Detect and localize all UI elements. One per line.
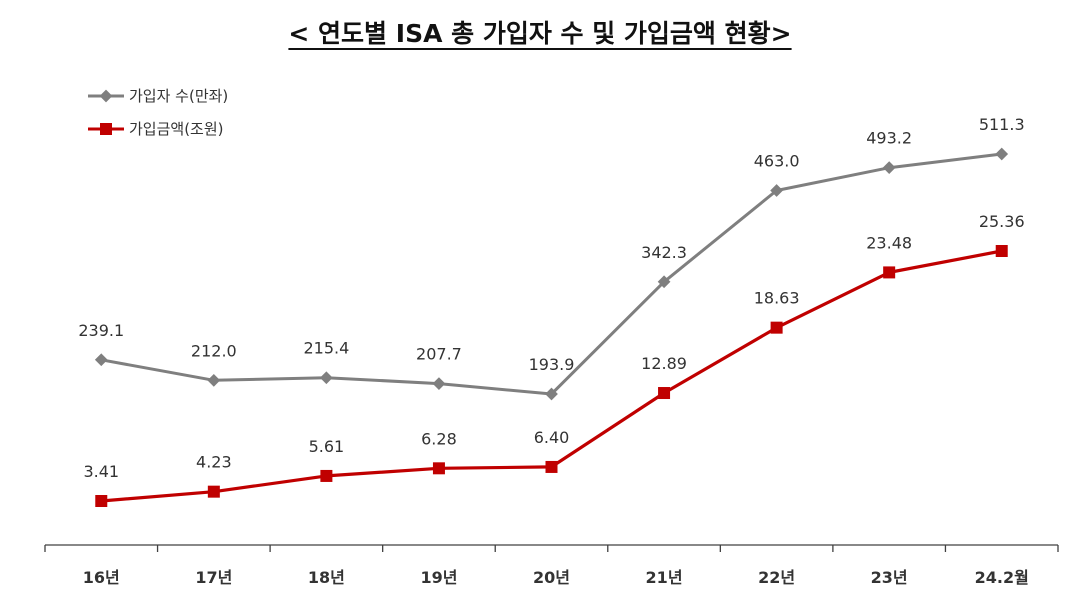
legend: 가입자 수(만좌) 가입금액(조원) — [88, 87, 228, 138]
data-point — [882, 161, 896, 175]
chart-title: < 연도별 ISA 총 가입자 수 및 가입금액 현황> — [0, 14, 1080, 50]
data-point — [320, 469, 333, 482]
x-tick-label: 19년 — [420, 568, 457, 587]
data-label: 342.3 — [641, 243, 687, 262]
data-label: 25.36 — [979, 212, 1025, 231]
legend-marker-subscribers — [99, 89, 113, 103]
x-tick-label: 21년 — [646, 568, 683, 587]
x-tick-label: 16년 — [83, 568, 120, 587]
data-point — [995, 147, 1009, 161]
data-label: 12.89 — [641, 354, 687, 373]
data-label: 18.63 — [754, 289, 800, 308]
series-subscribers: 239.1 212.0 215.4 207.7 193.9 342.3 463.0 493.2… — [78, 115, 1025, 401]
legend-item-amount: 가입금액(조원) — [88, 120, 224, 138]
x-tick-label: 18년 — [308, 568, 345, 587]
x-tick-label: 20년 — [533, 568, 570, 587]
data-label: 212.0 — [191, 341, 237, 360]
data-point — [995, 245, 1008, 257]
data-label: 193.9 — [529, 355, 575, 374]
data-label: 3.41 — [83, 462, 119, 481]
x-axis: 16년 17년 18년 19년 20년 21년 22년 23년 24.2월 — [44, 544, 1059, 587]
data-label: 215.4 — [303, 339, 349, 358]
legend-item-subscribers: 가입자 수(만좌) — [88, 87, 228, 105]
data-label: 207.7 — [416, 345, 462, 364]
data-point — [770, 321, 783, 334]
x-tick-label: 17년 — [195, 568, 232, 587]
data-point — [545, 460, 558, 473]
data-point — [207, 373, 221, 387]
data-label: 511.3 — [979, 115, 1025, 134]
legend-marker-amount — [100, 123, 112, 135]
data-label: 23.48 — [866, 233, 912, 252]
data-point — [207, 485, 220, 498]
legend-label-amount: 가입금액(조원) — [129, 120, 224, 138]
x-tick-label: 24.2월 — [975, 568, 1029, 587]
x-tick-label: 22년 — [758, 568, 795, 587]
data-point — [319, 371, 333, 385]
data-label: 4.23 — [196, 453, 232, 472]
data-point — [432, 462, 445, 475]
data-label: 6.40 — [534, 428, 570, 447]
data-label: 463.0 — [754, 152, 800, 171]
data-point — [432, 377, 446, 390]
series-amount: 3.41 4.23 5.61 6.28 6.40 12.89 18.63 23.48 25.36 — [83, 212, 1025, 507]
series-layer: 239.1 212.0 215.4 207.7 193.9 342.3 463.0 493.2… — [78, 115, 1025, 507]
data-label: 239.1 — [78, 321, 124, 340]
legend-label-subscribers: 가입자 수(만좌) — [129, 87, 228, 105]
data-label: 493.2 — [866, 129, 912, 148]
data-label: 6.28 — [421, 429, 457, 448]
data-point — [95, 495, 108, 507]
data-point — [94, 353, 108, 367]
data-point — [883, 266, 896, 279]
data-label: 5.61 — [309, 437, 345, 456]
data-point — [658, 387, 671, 400]
chart-title-text: < 연도별 ISA 총 가입자 수 및 가입금액 현황> — [288, 19, 792, 48]
x-tick-label: 23년 — [871, 568, 908, 587]
